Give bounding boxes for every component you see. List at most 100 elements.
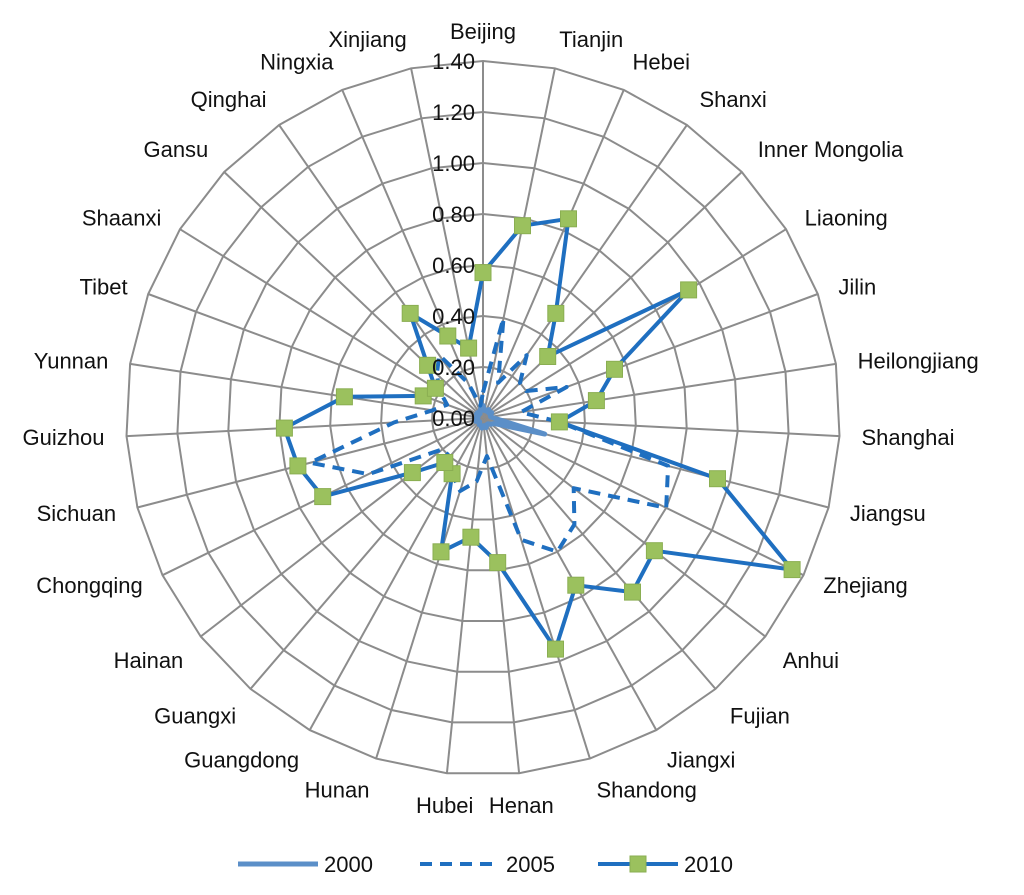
r-tick-label: 0.40 [432,304,475,329]
grid-spoke [482,171,743,419]
grid-spoke [482,228,787,419]
data-point-2010 [426,379,444,397]
legend-item-2005: 2005 [420,852,555,877]
data-point-2010 [514,217,531,235]
data-point-2010 [289,457,307,475]
radar-grid [125,59,841,775]
category-label: Guangxi [154,704,236,729]
category-label: Liaoning [805,206,888,231]
data-point-2010 [462,528,480,546]
grid-ring [329,263,637,572]
legend-label: 2010 [684,852,733,877]
data-point-2010 [460,339,478,357]
data-point-2010 [550,413,568,431]
data-point-2010 [403,464,421,482]
data-point-2010 [709,470,726,488]
grid-spoke [482,417,804,577]
grid-spoke [129,362,484,419]
legend-label: 2005 [506,852,555,877]
category-label: Tianjin [559,27,623,52]
data-point-2010 [419,356,437,374]
series-2005 [308,316,671,554]
r-tick-label: 0.80 [432,202,475,227]
legend-label: 2000 [324,852,373,877]
data-point-2010 [680,281,698,299]
radar-series [275,210,801,658]
category-label: Yunnan [34,349,109,374]
category-label: Tibet [80,274,128,299]
data-point-2010 [587,392,605,410]
grid-spoke [482,68,556,419]
series-2000 [472,402,548,437]
legend-marker [629,855,647,873]
series-2010 [275,210,801,658]
data-point-2010 [432,543,450,561]
data-point-2010 [474,264,492,282]
data-point-2010 [645,542,663,560]
grid-ring [278,212,688,622]
data-point-2010 [547,304,565,322]
grid-spoke [482,124,688,419]
r-tick-label: 1.40 [432,49,475,74]
data-point-2010 [567,576,585,594]
category-label: Shanghai [862,425,955,450]
grid-spoke [137,417,484,509]
grid-spoke [482,417,840,438]
data-point-2010 [624,583,641,601]
grid-spoke [482,417,658,731]
grid-spoke [482,362,837,419]
category-label: Ningxia [260,50,334,75]
series-line-2000 [472,402,548,437]
category-label: Sichuan [37,501,117,526]
grid-ring [380,314,586,521]
grid-ring [227,161,739,673]
category-label: Fujian [730,704,790,729]
r-tick-label: 0.00 [432,406,475,431]
grid-spoke [341,89,484,419]
data-point-2010 [547,640,564,658]
category-label: Beijing [450,19,516,44]
r-tick-label: 0.60 [432,253,475,278]
legend-item-2000: 2000 [238,852,373,877]
data-point-2010 [439,327,457,345]
category-label: Xinjiang [328,27,406,52]
data-point-2010 [335,388,353,406]
legend-item-2010: 2010 [598,852,733,877]
legend: 2000 2005 2010 [238,852,733,877]
category-label: Heilongjiang [858,349,979,374]
data-point-2010 [606,360,623,378]
grid-spoke [482,417,521,774]
grid-spoke [482,417,717,690]
category-label: Anhui [783,648,839,673]
category-label: Inner Mongolia [758,137,904,162]
category-label: Hainan [114,648,184,673]
category-labels: Beijing Tianjin Hebei Shanxi Inner Mongolia L… [23,19,979,818]
category-label: Guangdong [184,747,299,772]
category-label: Qinghai [191,87,267,112]
category-label: Chongqing [36,573,142,598]
radial-axis-ticks: 0.00 0.20 0.40 0.60 0.80 1.00 1.20 1.40 [432,49,475,431]
category-label: Henan [489,793,554,818]
category-label: Jiangxi [667,747,735,772]
category-label: Zhejiang [823,573,907,598]
data-point-2010 [560,210,577,228]
grid-spoke [482,417,766,638]
category-label: Shanxi [700,87,767,112]
grid-spoke [223,171,484,419]
data-point-2010 [275,419,293,437]
category-label: Hunan [305,778,370,803]
grid-spoke [375,417,484,759]
grid-spoke [126,417,484,438]
category-label: Jilin [838,274,876,299]
category-label: Gansu [143,137,208,162]
category-label: Shaanxi [82,206,162,231]
category-label: Hubei [416,793,473,818]
r-tick-label: 1.00 [432,151,475,176]
data-point-2010 [539,348,557,365]
grid-ring [176,110,790,724]
data-point-2010 [783,561,801,579]
grid-spoke [482,417,591,759]
data-point-2010 [401,304,419,322]
data-point-2010 [489,554,507,572]
r-tick-label: 0.20 [432,355,475,380]
